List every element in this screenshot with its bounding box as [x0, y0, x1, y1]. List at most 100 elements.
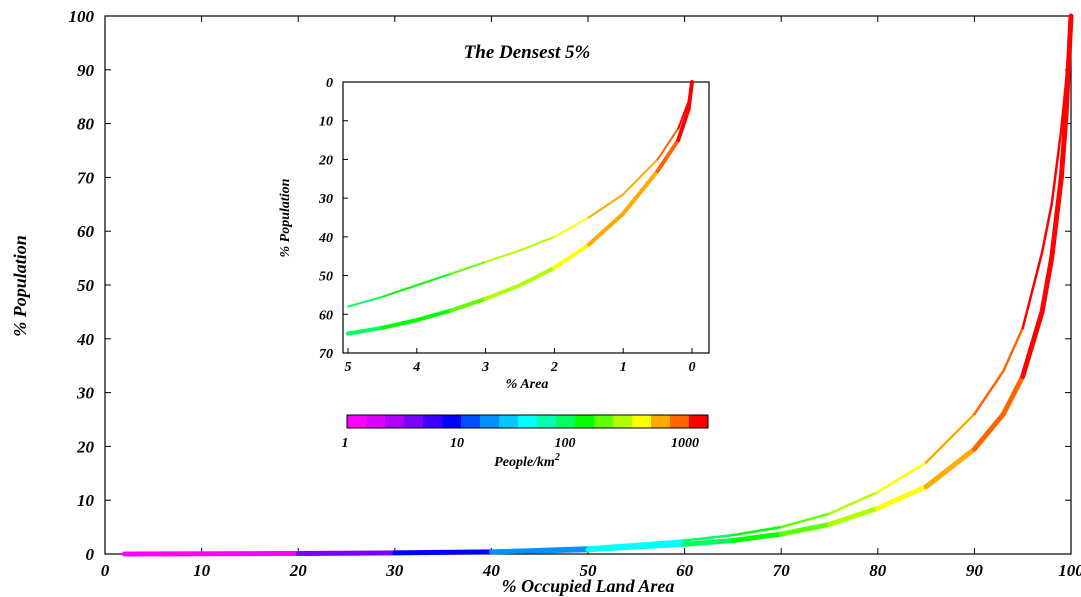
main-series-2-segment	[827, 505, 881, 527]
main-y-tick-label: 40	[76, 330, 95, 349]
colorbar-swatch	[537, 415, 557, 428]
main-series-1-segment	[973, 369, 1005, 416]
colorbar-swatch	[347, 415, 367, 428]
main-y-tick-label: 20	[76, 437, 95, 456]
inset-series-2-segment	[346, 325, 385, 336]
colorbar-swatch	[689, 415, 709, 428]
inset-series-1-segment	[656, 127, 680, 161]
colorbar: 1 10 100 1000	[342, 414, 709, 451]
main-x-tick-label: 90	[966, 561, 984, 580]
main-y-tick-label: 10	[77, 491, 95, 510]
main-series-2-segment	[1020, 309, 1045, 379]
colorbar-swatch	[423, 415, 443, 428]
main-x-tick-label: 10	[193, 561, 211, 580]
inset-series-2-segment	[552, 242, 591, 270]
main-series-2-segment	[730, 531, 784, 544]
main-series-1-segment	[1002, 326, 1024, 373]
main-x-tick-label: 60	[676, 561, 694, 580]
inset-y-tick-label: 0	[326, 76, 333, 91]
main-series-2-segment	[971, 411, 1006, 452]
main-series-group	[121, 13, 1074, 557]
main-series-1-segment	[1021, 251, 1044, 330]
inset-x-tick-label: 2	[550, 360, 558, 375]
inset-series-1-segment	[484, 249, 521, 264]
inset-series-1-segment	[415, 272, 453, 287]
main-y-tick-label: 60	[77, 222, 95, 241]
main-y-tick-label: 80	[77, 115, 95, 134]
main-series-2-segment	[778, 521, 832, 537]
main-series-2-segment	[585, 541, 688, 553]
inset-series-2-segment	[414, 308, 454, 323]
main-series-1-segment	[731, 525, 783, 537]
main-series-2-segment	[1000, 373, 1026, 417]
inset-x-tick-label: 4	[412, 360, 420, 375]
main-series-2-segment	[121, 550, 301, 557]
inset-series-1-segment	[553, 216, 590, 238]
colorbar-swatch	[461, 415, 481, 428]
colorbar-swatch	[613, 415, 633, 428]
inset-series-2-segment	[676, 107, 691, 143]
inset-series-2-segment	[621, 169, 660, 216]
inset-series-1-segment	[347, 295, 384, 308]
main-y-tick-label: 90	[77, 61, 95, 80]
colorbar-swatch	[670, 415, 690, 428]
main-series-2-segment	[1039, 255, 1055, 315]
inset-series-2-segment	[655, 138, 681, 174]
colorbar-swatch	[480, 415, 500, 428]
colorbar-swatch	[366, 415, 386, 428]
main-series-2-segment	[1058, 110, 1069, 180]
main-y-tick-label: 50	[77, 276, 95, 295]
inset-series-1-segment	[450, 261, 487, 275]
inset-x-axis-label: % Area	[506, 377, 549, 392]
main-y-tick-label: 30	[76, 384, 95, 403]
inset-y-tick-label: 60	[319, 308, 333, 323]
colorbar-swatch	[632, 415, 652, 428]
main-series-1-segment	[1040, 203, 1053, 254]
main-y-tick-label: 70	[77, 168, 95, 187]
inset-series-1-segment	[381, 284, 418, 298]
colorbar-label: People/km2	[494, 452, 560, 470]
colorbar-swatch	[575, 415, 595, 428]
main-y-tick-label: 100	[69, 7, 95, 26]
inset-plot-frame	[342, 81, 710, 354]
colorbar-swatch	[594, 415, 614, 428]
main-axis-ticks: 0102030405060708090100010203040506070809…	[69, 7, 1081, 580]
main-y-tick-label: 0	[86, 545, 95, 564]
inset-y-tick-label: 70	[319, 347, 333, 362]
colorbar-swatch	[556, 415, 576, 428]
main-series-1-segment	[683, 533, 735, 542]
main-x-tick-label: 0	[101, 561, 110, 580]
main-series-2-segment	[1049, 174, 1064, 261]
main-x-tick-label: 100	[1058, 561, 1081, 580]
inset-series-1-segment	[622, 158, 659, 196]
inset-series-2-segment	[449, 296, 488, 313]
main-series-1-segment	[876, 461, 928, 494]
main-series-1-segment	[828, 490, 880, 515]
inset-series-2-segment	[586, 211, 626, 247]
inset-series-1-segment	[519, 235, 556, 252]
inset-y-tick-label: 20	[318, 153, 333, 168]
inset-series-group	[346, 80, 694, 336]
main-series-1-segment	[779, 512, 831, 529]
colorbar-swatch	[518, 415, 538, 428]
inset-series-2-segment	[380, 318, 419, 330]
inset-series-2-segment	[483, 283, 522, 301]
main-plot-frame	[104, 15, 1072, 555]
main-x-tick-label: 70	[773, 561, 791, 580]
colorbar-tick-label: 1000	[671, 436, 699, 451]
colorbar-swatch	[385, 415, 405, 428]
main-x-tick-label: 50	[580, 561, 598, 580]
inset-series-1-segment	[587, 193, 625, 219]
colorbar-swatch	[651, 415, 671, 428]
main-x-tick-label: 20	[289, 561, 308, 580]
main-x-tick-label: 80	[869, 561, 887, 580]
main-series-2-segment	[392, 549, 494, 556]
main-series-2-segment	[923, 446, 977, 490]
inset-x-tick-label: 1	[620, 360, 627, 375]
main-x-tick-label: 40	[482, 561, 501, 580]
inset-series-2-segment	[518, 265, 557, 288]
main-series-2-segment	[1063, 13, 1074, 116]
main-series-2-segment	[875, 484, 929, 511]
